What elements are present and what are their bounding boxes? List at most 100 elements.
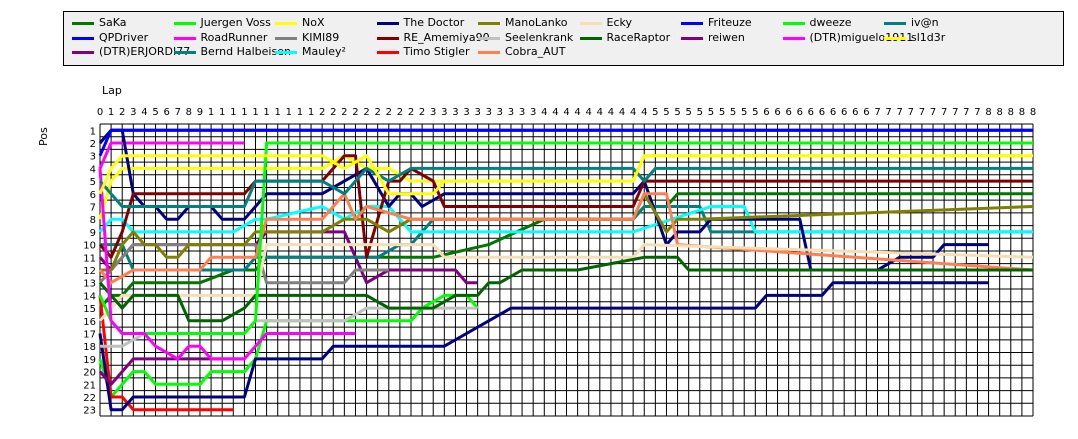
y-tick-label: 12 [83, 266, 96, 277]
x-tick-label: 3 [130, 107, 136, 118]
series-line [98, 293, 479, 399]
y-tick-label: 7 [90, 203, 96, 214]
legend-swatch [376, 36, 399, 40]
series-line [98, 154, 1033, 259]
legend-label: NoX [302, 16, 325, 29]
y-tick-label: 6 [90, 190, 96, 201]
y-tick-label: 9 [90, 228, 96, 239]
y-tick-label: 23 [83, 406, 96, 417]
x-tick-label: 6 [863, 107, 869, 118]
legend-swatch [478, 36, 500, 40]
legend-swatch [72, 22, 94, 25]
legend-swatch [579, 36, 602, 40]
y-tick-label: 16 [83, 317, 96, 328]
x-tick-label: 3 [486, 107, 492, 118]
x-tick-label: 8 [186, 107, 192, 118]
legend-label: Mauley² [302, 45, 346, 58]
legend-swatch [173, 36, 196, 40]
legend-swatch [579, 22, 602, 25]
legend-swatch [376, 22, 399, 25]
x-tick-label: 1 [286, 107, 292, 118]
x-tick-label: 5 [152, 107, 158, 118]
x-tick-label: 2 [419, 107, 425, 118]
legend-label: KIMI89 [302, 30, 340, 44]
x-tick-label: 4 [574, 107, 580, 118]
x-tick-label: 6 [808, 107, 814, 118]
legend-label: QPDriver [99, 30, 149, 44]
x-tick-label: 5 [674, 107, 680, 118]
x-tick-label: 3 [430, 107, 436, 118]
x-tick-label: 7 [897, 107, 903, 118]
x-tick-label: 1 [275, 107, 281, 118]
x-tick-label: 6 [163, 107, 169, 118]
legend-label: Friteuze [708, 16, 752, 29]
x-tick-label: 1 [219, 107, 225, 118]
x-tick-label: 4 [141, 107, 147, 118]
y-tick-label: 3 [90, 152, 96, 163]
x-tick-label: 5 [719, 107, 725, 118]
legend-label: RaceRaptor [606, 30, 671, 44]
y-tick-label: 17 [83, 329, 96, 340]
x-tick-label: 6 [830, 107, 836, 118]
legend-label: reiwen [708, 30, 745, 44]
x-tick-label: 6 [785, 107, 791, 118]
series-line [98, 243, 389, 285]
legend-label: Seelenkrank [505, 30, 574, 44]
series-line [100, 192, 1034, 272]
y-tick-label: 20 [83, 368, 96, 379]
series-line [98, 168, 356, 361]
x-tick-label: 5 [663, 107, 669, 118]
x-tick-label: 5 [741, 107, 747, 118]
x-tick-label: 6 [819, 107, 825, 118]
series-line [98, 281, 989, 412]
series-line [98, 154, 1033, 196]
x-tick-label: 0 [97, 107, 103, 118]
y-tick-label: 5 [90, 177, 96, 188]
x-tick-label: 7 [885, 107, 891, 118]
legend-swatch [478, 22, 500, 25]
x-tick-label: 2 [341, 107, 347, 118]
x-tick-label: 2 [352, 107, 358, 118]
x-tick-label: 3 [519, 107, 525, 118]
x-tick-label: 6 [797, 107, 803, 118]
series-line [98, 357, 245, 386]
x-tick-label: 8 [1008, 107, 1014, 118]
series-line [98, 141, 245, 170]
y-tick-label: 13 [83, 279, 96, 290]
x-tick-label: 2 [386, 107, 392, 118]
x-tick-label: 2 [319, 107, 325, 118]
x-tick-label: 7 [175, 107, 181, 118]
x-tick-label: 3 [530, 107, 536, 118]
y-tick-label: 10 [83, 241, 96, 252]
y-tick-label: 1 [90, 126, 96, 137]
legend-label: Timo Stigler [403, 45, 470, 58]
y-tick-label: 19 [83, 355, 96, 366]
legend-label: The Doctor [403, 16, 465, 29]
x-tick-label: 2 [363, 107, 369, 118]
x-tick-label: 4 [541, 107, 547, 118]
x-tick-label: 4 [608, 107, 614, 118]
series-line [98, 295, 234, 412]
x-tick-label: 3 [497, 107, 503, 118]
legend-label: dweeze [809, 16, 852, 29]
x-tick-label: 5 [708, 107, 714, 118]
y-tick-label: 18 [83, 342, 96, 353]
x-tick-label: 6 [763, 107, 769, 118]
legend-swatch [681, 36, 703, 40]
legend-label: iv@n [911, 16, 939, 29]
legend-swatch [782, 22, 805, 25]
x-tick-label: 7 [974, 107, 980, 118]
x-tick-label: 8 [985, 107, 991, 118]
x-tick-label: 5 [697, 107, 703, 118]
x-tick-label: 1 [252, 107, 258, 118]
legend-label: RoadRunner [200, 30, 268, 44]
x-axis-label: Lap [102, 84, 122, 97]
legend-swatch [72, 51, 94, 54]
x-tick-label: 5 [652, 107, 658, 118]
legend-label: (DTR)ERJORDI77 [99, 45, 191, 58]
legend-label: sl1d3r [911, 30, 946, 44]
y-tick-label: 14 [83, 291, 96, 302]
series-line [98, 128, 989, 272]
x-tick-label: 3 [474, 107, 480, 118]
legend-swatch [376, 51, 399, 54]
